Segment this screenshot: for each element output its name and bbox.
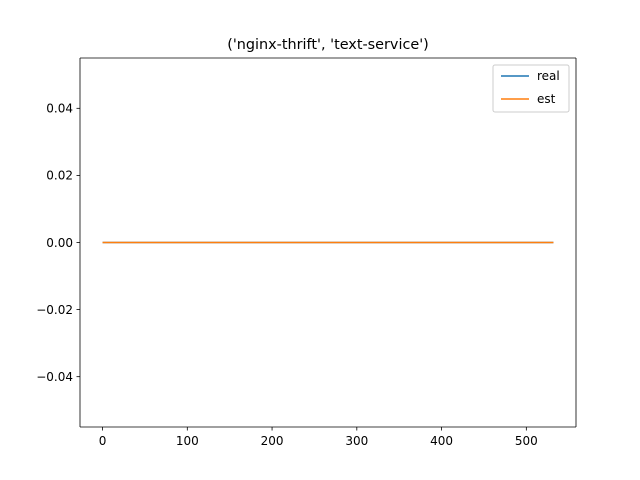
y-tick-label: −0.02 xyxy=(36,303,73,317)
x-tick-label: 100 xyxy=(176,434,199,448)
x-tick-label: 400 xyxy=(430,434,453,448)
x-tick-label: 0 xyxy=(99,434,107,448)
y-tick-label: 0.00 xyxy=(46,236,73,250)
x-tick-label: 200 xyxy=(261,434,284,448)
y-tick-label: 0.04 xyxy=(46,102,73,116)
legend-label-est: est xyxy=(537,92,556,106)
chart-title: ('nginx-thrift', 'text-service') xyxy=(227,37,429,53)
x-tick-label: 300 xyxy=(345,434,368,448)
legend-label-real: real xyxy=(537,69,560,83)
x-tick-label: 500 xyxy=(515,434,538,448)
legend: real est xyxy=(492,64,570,113)
y-tick-label: −0.04 xyxy=(36,370,73,384)
y-tick-label: 0.02 xyxy=(46,169,73,183)
